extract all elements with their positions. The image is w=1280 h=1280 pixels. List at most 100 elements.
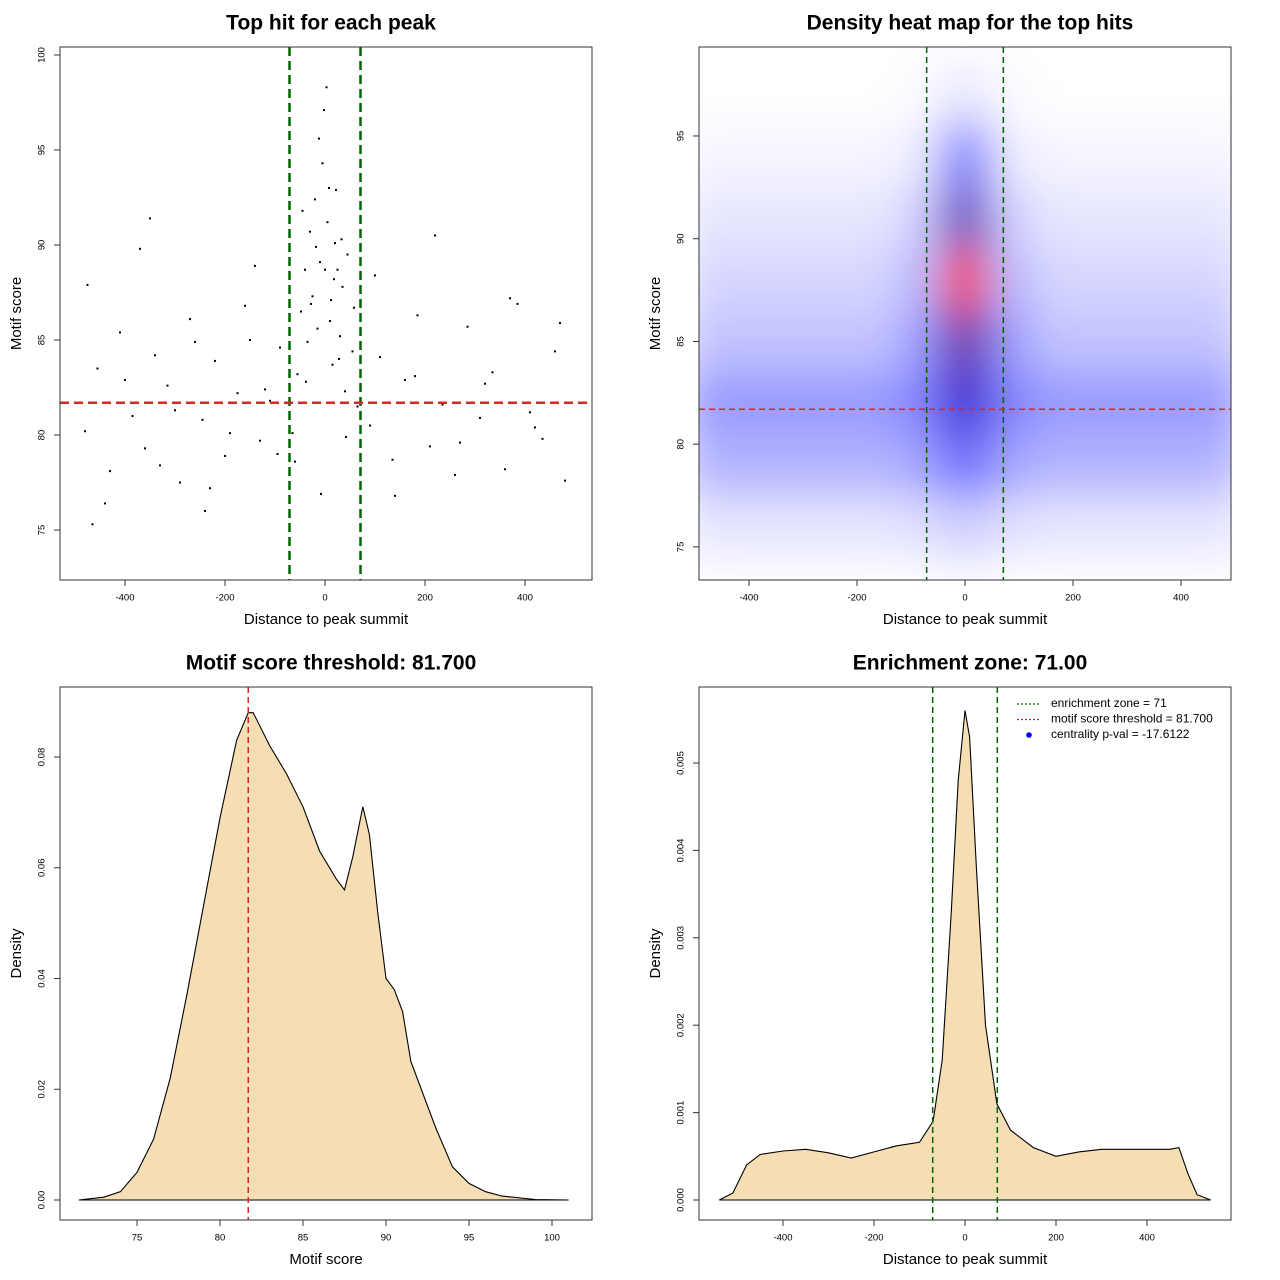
heat-cell [943,187,988,250]
point [214,359,216,362]
point [346,253,349,256]
point [509,297,511,300]
x-tick-label: -400 [115,593,134,604]
point [374,274,376,277]
point [338,358,340,361]
y-tick-label: 0.003 [676,926,687,950]
heat-cell [727,125,772,188]
point [353,306,355,309]
point [179,481,181,484]
point [305,380,307,383]
heat-cell [1029,248,1074,312]
heat-cells [699,64,1231,558]
point [328,186,330,189]
point [341,285,344,288]
point [316,327,319,330]
point [340,238,343,241]
point [391,458,394,461]
heat-cell [1202,495,1231,558]
point [441,403,444,406]
plot-area [78,687,569,1220]
point [394,494,396,497]
y-tick-label: 0.004 [676,839,687,863]
heat-cell [1159,310,1204,373]
point [529,411,531,414]
heat-cell [943,125,988,188]
y-tick-label: 100 [37,47,48,63]
point [306,340,309,343]
x-tick-label: 400 [1139,1233,1155,1244]
heat-cell [727,372,772,435]
heat-cell [1159,372,1204,435]
point [321,162,324,165]
heat-cell [900,187,944,250]
heat-cell [1159,125,1204,188]
heat-cell [699,372,728,435]
point [504,468,506,471]
point [479,416,481,419]
heat-cell [1202,64,1231,127]
x-tick-label: 0 [962,1233,967,1244]
x-tick-label: 85 [298,1233,309,1244]
heat-cell [900,248,944,312]
y-tick-label: 75 [37,525,48,536]
y-tick-label: 95 [676,131,687,142]
point [249,339,251,342]
heat-cell [986,433,1031,497]
y-tick-label: 95 [37,145,48,156]
point [404,378,406,381]
heat-cell [1072,187,1117,250]
heat-cell [1116,433,1160,497]
heat-cell [727,433,772,497]
point [301,209,304,212]
heat-cell [900,433,944,497]
y-tick-label: 0.06 [37,858,48,877]
heat-cell [900,310,944,373]
heat-cell [1029,125,1074,188]
heat-cell [986,495,1031,558]
heat-cell [770,125,815,188]
x-axis-label: Motif score [289,1251,362,1268]
heat-cell [1202,433,1231,497]
point [369,424,371,427]
point [294,460,296,463]
point [333,278,335,281]
y-tick-label: 90 [676,233,687,244]
point [309,230,311,233]
point [189,318,191,321]
y-tick-label: 80 [37,430,48,441]
point [204,510,206,513]
plot-frame [59,46,593,581]
heat-cell [986,248,1031,312]
plot-area [60,47,592,580]
heat-cell [900,372,944,435]
heat-cell [770,187,815,250]
x-axis-label: Distance to peak summit [244,611,409,628]
point [315,245,317,248]
point [304,268,306,271]
point [264,388,266,391]
point [330,299,332,302]
point [291,432,294,435]
point [534,426,536,429]
point [244,304,246,307]
density-area [719,710,1211,1201]
point [259,439,261,442]
y-tick-label: 0.002 [676,1013,687,1037]
heat-cell [900,64,944,127]
heat-cell [1029,433,1074,497]
x-tick-label: 100 [544,1233,560,1244]
heat-cell [727,495,772,558]
heat-cell [699,64,728,127]
heat-cell [770,64,815,127]
heat-cell [699,433,728,497]
y-tick-label: 85 [37,335,48,346]
heat-cell [813,64,858,127]
heat-cell [699,248,728,312]
heat-cell [699,125,728,188]
point [104,502,106,505]
heat-cell [943,495,988,558]
point [335,188,337,191]
heat-cell [857,64,901,127]
point [320,492,322,495]
